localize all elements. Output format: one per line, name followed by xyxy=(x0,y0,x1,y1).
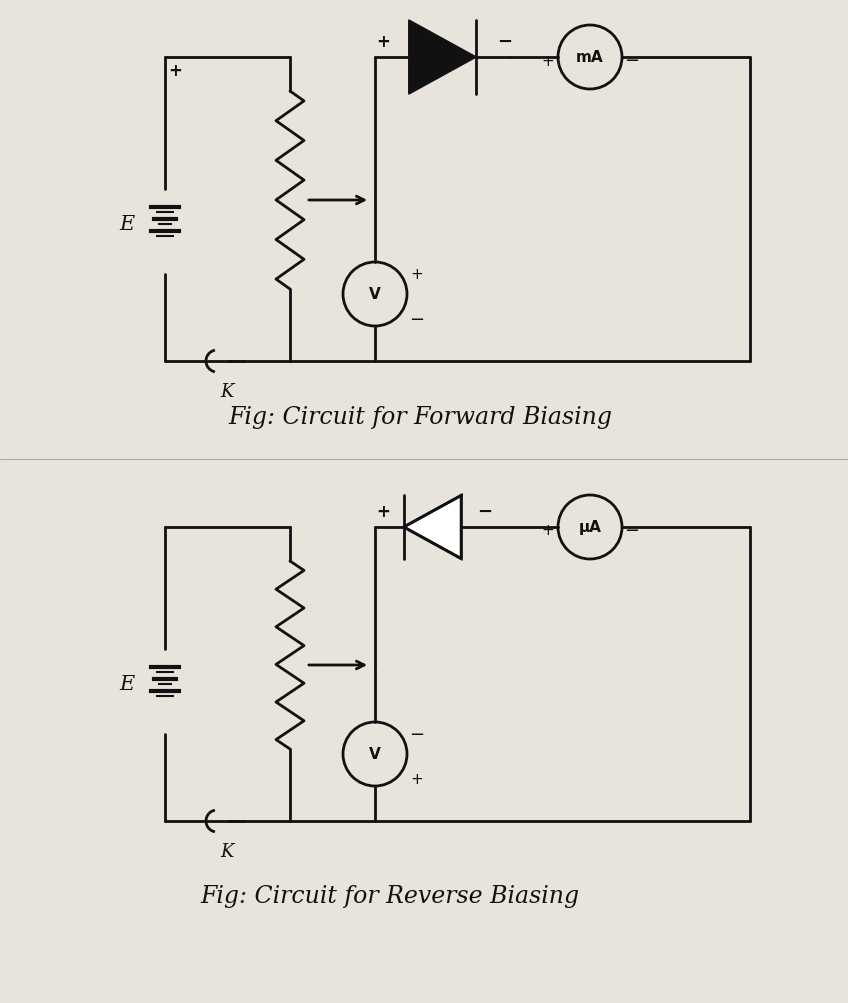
Text: E: E xyxy=(120,675,135,694)
Text: V: V xyxy=(369,747,381,761)
Text: −: − xyxy=(498,33,512,51)
Text: K: K xyxy=(220,382,234,400)
Text: Fig: Circuit for Forward Biasing: Fig: Circuit for Forward Biasing xyxy=(228,406,612,429)
Text: Fig: Circuit for Reverse Biasing: Fig: Circuit for Reverse Biasing xyxy=(200,885,579,908)
Text: −: − xyxy=(410,725,425,743)
Text: −: − xyxy=(410,311,425,329)
Text: +: + xyxy=(376,33,390,51)
Text: mA: mA xyxy=(576,50,604,65)
Text: −: − xyxy=(624,52,639,70)
Polygon shape xyxy=(409,21,477,95)
Text: +: + xyxy=(376,503,390,521)
Text: K: K xyxy=(220,843,234,861)
Text: +: + xyxy=(168,62,182,80)
Text: +: + xyxy=(542,53,555,68)
Text: E: E xyxy=(120,216,135,235)
Text: μA: μA xyxy=(578,520,601,535)
Text: +: + xyxy=(542,523,555,538)
Text: +: + xyxy=(410,771,423,786)
Text: V: V xyxy=(369,287,381,302)
Text: −: − xyxy=(477,503,493,521)
Polygon shape xyxy=(404,495,461,559)
Text: −: − xyxy=(624,522,639,540)
Text: +: + xyxy=(410,267,423,282)
